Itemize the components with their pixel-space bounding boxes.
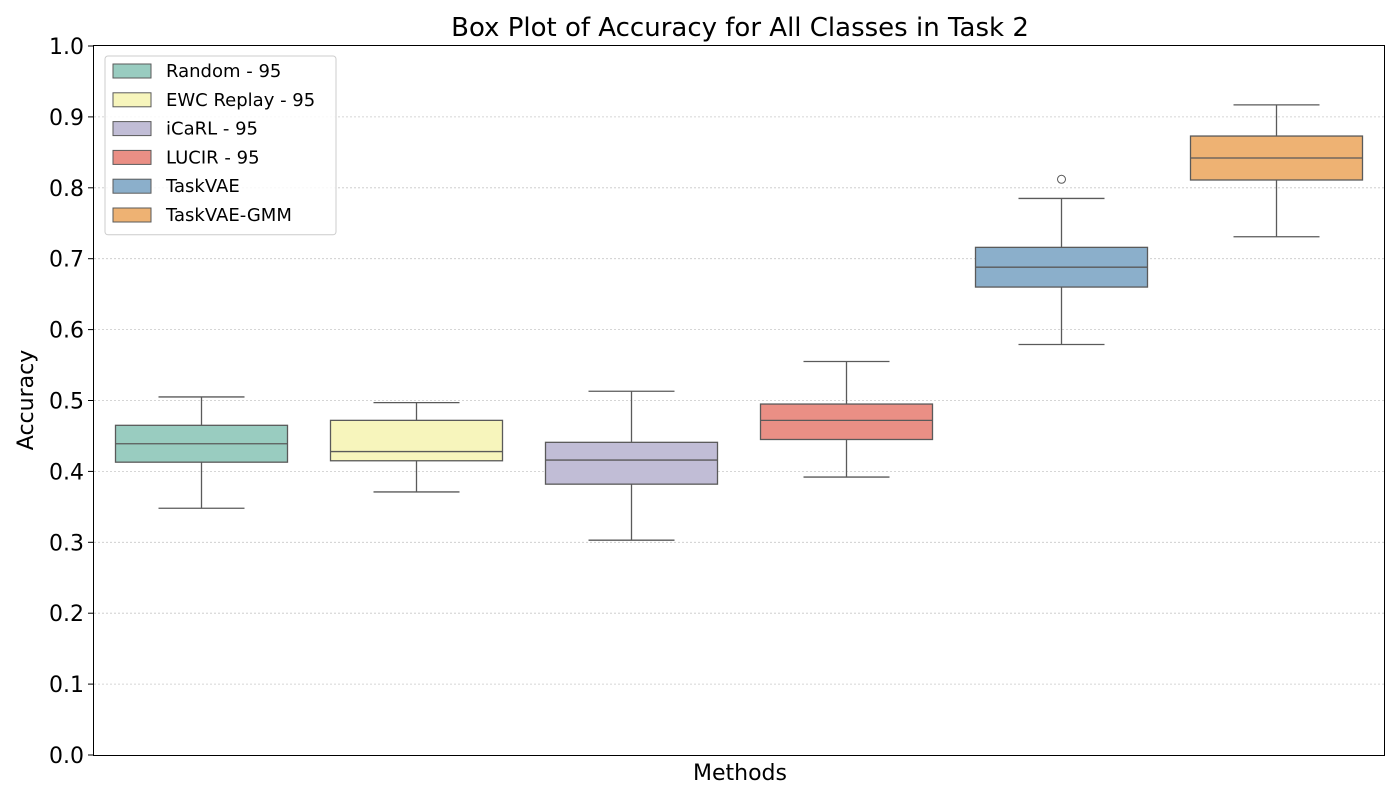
- y-tick-label: 0.4: [49, 460, 84, 485]
- y-tick-label: 0.9: [49, 106, 84, 131]
- legend-frame: [104, 55, 337, 236]
- legend-label: EWC Replay - 95: [166, 90, 315, 111]
- legend-label: TaskVAE: [165, 176, 240, 197]
- iqr-box: [544, 441, 719, 485]
- legend-label: Random - 95: [166, 61, 281, 82]
- chart-title: Box Plot of Accuracy for All Classes in …: [451, 13, 1029, 43]
- y-axis-ticks: 0.0 0.1 0.2 0.3 0.4 0.5 0.6 0.7 0.8 0.9 1.0: [49, 35, 94, 769]
- y-tick-label: 0.6: [49, 319, 84, 344]
- y-axis-label: Accuracy: [14, 350, 39, 450]
- legend-swatch: [112, 207, 152, 223]
- legend-item: TaskVAE-GMM: [112, 205, 292, 226]
- legend-item: Random - 95: [112, 61, 281, 82]
- legend-label: LUCIR - 95: [166, 147, 260, 168]
- outlier-point: [1057, 174, 1066, 184]
- y-tick-label: 0.2: [49, 602, 84, 627]
- y-tick-label: 0.3: [49, 531, 84, 556]
- y-tick-label: 0.0: [49, 744, 84, 769]
- legend-item: iCaRL - 95: [112, 119, 258, 140]
- box-random-95: [114, 396, 289, 509]
- y-tick-label: 0.5: [49, 390, 84, 415]
- y-tick-label: 1.0: [49, 35, 84, 60]
- iqr-box: [329, 419, 504, 462]
- box-ewc-replay-95: [329, 401, 504, 493]
- legend: Random - 95 EWC Replay - 95 iCaRL - 95 LUCI…: [104, 55, 337, 236]
- x-axis-label: Methods: [693, 761, 787, 786]
- legend-label: TaskVAE-GMM: [165, 205, 292, 226]
- legend-label: iCaRL - 95: [166, 119, 258, 140]
- legend-swatch: [112, 178, 152, 194]
- box-icarl-95: [544, 390, 719, 541]
- y-tick-label: 0.7: [49, 248, 84, 273]
- legend-swatch: [112, 149, 152, 165]
- grid-lines: [94, 116, 1384, 685]
- legend-swatch: [112, 121, 152, 137]
- y-tick-label: 0.8: [49, 177, 84, 202]
- legend-swatch: [112, 63, 152, 79]
- legend-swatch: [112, 92, 152, 108]
- box-lucir-95: [759, 360, 934, 478]
- box-taskvae: [974, 174, 1149, 346]
- y-tick-label: 0.1: [49, 673, 84, 698]
- legend-item: EWC Replay - 95: [112, 90, 315, 111]
- box-taskvae-gmm: [1189, 104, 1364, 238]
- boxes: [114, 104, 1364, 541]
- legend-item: LUCIR - 95: [112, 147, 260, 168]
- legend-item: TaskVAE: [112, 176, 240, 197]
- iqr-box: [759, 403, 934, 441]
